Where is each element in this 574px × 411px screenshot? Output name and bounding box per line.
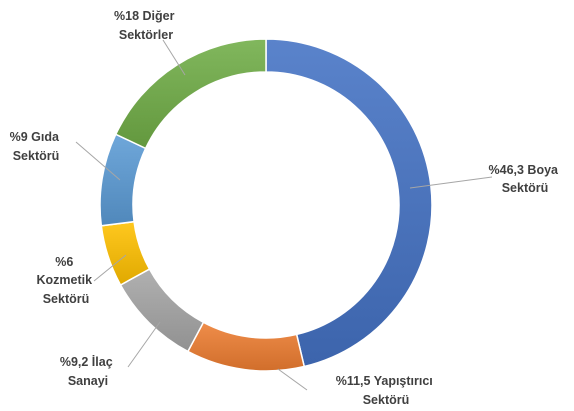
leader-gida xyxy=(75,141,121,181)
leader-yapistirici xyxy=(277,368,308,391)
slice-yapistirici xyxy=(186,321,306,372)
donut-slices xyxy=(99,38,433,372)
label-diger: %18 Diğer Sektörler xyxy=(114,9,178,42)
leader-kozmetik xyxy=(93,254,127,282)
slice-diger xyxy=(114,38,267,150)
leader-diger xyxy=(162,39,186,76)
label-ilac: %9,2 İlaç Sanayi xyxy=(60,354,116,388)
leader-ilac xyxy=(127,321,161,368)
label-kozmetik: %6 Kozmetik Sektörü xyxy=(36,255,95,306)
slice-gida xyxy=(99,133,147,227)
label-gida: %9 Gıda Sektörü xyxy=(10,130,63,163)
label-yapistirici: %11,5 Yapıştırıcı Sektörü xyxy=(336,374,437,407)
label-boya: %46,3 Boya Sektörü xyxy=(489,163,562,195)
leader-boya xyxy=(409,176,493,189)
leader-lines xyxy=(75,39,493,391)
slice-ilac xyxy=(119,268,205,353)
slice-boya xyxy=(265,38,433,368)
